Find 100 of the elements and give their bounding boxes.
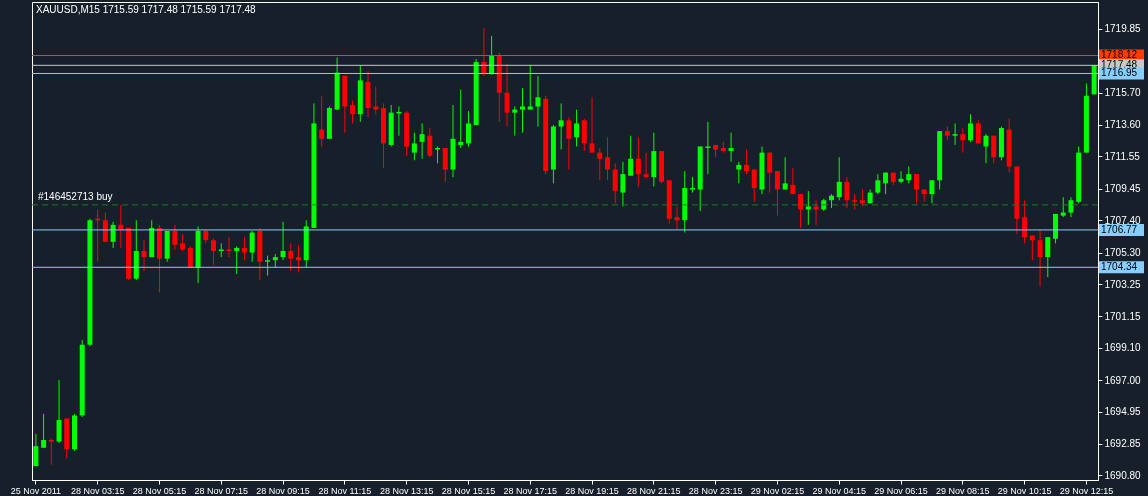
candlestick bbox=[744, 149, 750, 175]
candlestick bbox=[211, 238, 217, 266]
candlestick bbox=[288, 242, 294, 272]
x-tick-label: 28 Nov 23:15 bbox=[688, 485, 743, 496]
y-tick-label: 1705.30 bbox=[1104, 247, 1142, 259]
x-tick-label: 28 Nov 21:15 bbox=[627, 485, 681, 496]
y-tick-label: 1703.25 bbox=[1104, 278, 1142, 290]
y-tick-label: 1690.80 bbox=[1104, 469, 1142, 481]
candlestick bbox=[141, 239, 147, 272]
candlestick bbox=[102, 212, 108, 243]
candlestick bbox=[442, 147, 448, 183]
candlestick bbox=[535, 75, 541, 127]
candlestick bbox=[265, 255, 271, 277]
candlestick bbox=[1068, 196, 1074, 218]
candlestick bbox=[48, 438, 54, 466]
chart-title: XAUUSD,M15 1715.59 1717.48 1715.59 1717.48 bbox=[36, 4, 257, 15]
candlestick bbox=[736, 161, 742, 184]
y-tick-label: 1709.45 bbox=[1104, 183, 1142, 195]
candlestick bbox=[790, 167, 796, 195]
candlestick bbox=[805, 190, 811, 226]
y-tick-label: 1713.60 bbox=[1104, 119, 1142, 131]
y-tick-label: 1719.85 bbox=[1104, 23, 1142, 35]
candlestick bbox=[689, 176, 695, 194]
candlestick bbox=[589, 96, 595, 154]
candlestick bbox=[465, 110, 471, 147]
x-tick-label: 28 Nov 13:15 bbox=[379, 485, 434, 496]
candlestick bbox=[1037, 228, 1043, 287]
candlestick bbox=[419, 122, 425, 160]
candlestick bbox=[968, 113, 974, 143]
candlestick bbox=[767, 152, 773, 194]
x-tick-label: 28 Nov 11:15 bbox=[318, 485, 372, 496]
candlestick bbox=[705, 121, 711, 175]
y-tick-label: 1715.70 bbox=[1104, 87, 1142, 99]
candlestick bbox=[620, 161, 626, 207]
candlestick bbox=[1060, 196, 1066, 218]
x-tick-label: 29 Nov 06:15 bbox=[874, 485, 928, 496]
candlestick bbox=[234, 245, 240, 275]
candlestick bbox=[875, 173, 881, 195]
ref-line-label: 1704.34 bbox=[1101, 261, 1138, 273]
candlestick bbox=[774, 170, 780, 217]
candlestick bbox=[960, 127, 966, 154]
candlestick bbox=[350, 99, 356, 124]
y-tick-label: 1701.15 bbox=[1104, 310, 1142, 322]
candlestick bbox=[172, 224, 178, 250]
candlestick bbox=[844, 176, 850, 209]
ref-line-label: 1718.12 bbox=[1101, 49, 1138, 61]
x-tick-label: 28 Nov 03:15 bbox=[70, 485, 125, 496]
ref-line-label: #146452713 buy bbox=[38, 190, 113, 202]
candlestick bbox=[558, 102, 564, 151]
candlestick bbox=[512, 106, 518, 137]
candlestick bbox=[33, 433, 39, 467]
x-tick-label: 29 Nov 04:15 bbox=[812, 485, 866, 496]
y-tick-label: 1699.10 bbox=[1104, 342, 1142, 354]
candlestick bbox=[520, 87, 526, 134]
y-tick-label: 1711.55 bbox=[1104, 150, 1141, 162]
candlestick bbox=[929, 179, 935, 204]
candlestick bbox=[597, 147, 603, 181]
y-tick-label: 1694.95 bbox=[1104, 406, 1142, 418]
candlestick bbox=[674, 205, 680, 230]
candlestick bbox=[983, 133, 989, 164]
candlestick bbox=[782, 156, 788, 191]
candlestick bbox=[527, 64, 533, 111]
candlestick bbox=[991, 135, 997, 164]
x-tick-label: 28 Nov 05:15 bbox=[132, 485, 187, 496]
x-tick-label: 28 Nov 19:15 bbox=[565, 485, 619, 496]
candlestick bbox=[628, 135, 634, 177]
candlestick bbox=[373, 86, 379, 115]
candlestick bbox=[566, 116, 572, 171]
candlestick bbox=[574, 109, 580, 147]
ref-line-label: 1706.77 bbox=[1101, 223, 1138, 235]
candlestick bbox=[241, 236, 247, 261]
candlestick bbox=[612, 162, 618, 204]
candlestick bbox=[798, 193, 804, 229]
x-tick-label: 25 Nov 2011 bbox=[10, 485, 62, 496]
x-tick-label: 28 Nov 09:15 bbox=[256, 485, 310, 496]
candlestick bbox=[635, 136, 641, 187]
candlestick bbox=[643, 152, 649, 180]
x-tick-label: 29 Nov 08:15 bbox=[936, 485, 990, 496]
candlestick bbox=[751, 169, 757, 203]
y-tick-label: 1697.00 bbox=[1104, 374, 1142, 386]
x-tick-label: 28 Nov 17:15 bbox=[503, 485, 558, 496]
x-tick-label: 28 Nov 15:15 bbox=[441, 485, 496, 496]
candlestick bbox=[504, 62, 510, 127]
candlestick bbox=[226, 236, 232, 258]
candlestick bbox=[296, 244, 301, 274]
candlestick bbox=[1022, 199, 1028, 244]
x-tick-label: 29 Nov 12:15 bbox=[1059, 485, 1114, 496]
candlestick bbox=[952, 122, 958, 146]
y-tick-label: 1707.40 bbox=[1104, 214, 1142, 226]
candlestick bbox=[898, 170, 904, 184]
candlestick bbox=[1045, 236, 1051, 278]
x-tick-label: 28 Nov 07:15 bbox=[194, 485, 249, 496]
candlestick bbox=[319, 95, 325, 147]
candlestick bbox=[836, 156, 842, 201]
candlestick bbox=[458, 89, 464, 149]
candlestick bbox=[427, 127, 433, 158]
candlestick bbox=[728, 132, 734, 163]
y-tick-label: 1692.85 bbox=[1104, 438, 1142, 450]
candlestick bbox=[604, 136, 610, 181]
candlestick bbox=[280, 221, 286, 261]
